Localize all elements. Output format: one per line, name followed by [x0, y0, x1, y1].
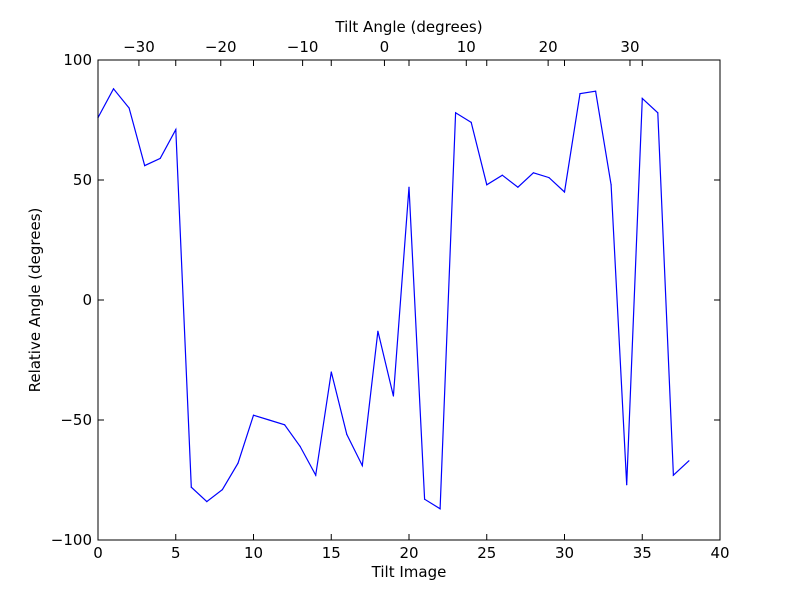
- data-point: [408, 186, 410, 188]
- data-point: [641, 97, 643, 99]
- data-point: [657, 112, 659, 114]
- plot-area: [97, 87, 690, 510]
- data-point: [501, 174, 503, 176]
- data-point: [423, 498, 426, 500]
- x-tick-label: 5: [171, 544, 181, 562]
- top-tick-label: 10: [457, 38, 476, 56]
- y-tick-label: −50: [60, 411, 92, 429]
- top-tick-label: 0: [380, 38, 390, 56]
- data-point: [268, 419, 270, 421]
- y-axis-label: Relative Angle (degrees): [26, 208, 44, 393]
- data-point: [361, 465, 363, 467]
- x-tick-label: 40: [710, 544, 729, 562]
- data-point: [688, 460, 690, 462]
- data-point: [237, 462, 239, 464]
- top-tick-label: −10: [287, 38, 319, 56]
- data-point: [346, 433, 348, 435]
- x-tick-label: 25: [477, 544, 496, 562]
- x-axis-label: Tilt Image: [371, 563, 447, 581]
- data-point: [175, 129, 177, 131]
- data-point: [221, 489, 223, 491]
- data-point: [595, 90, 597, 92]
- data-point: [377, 330, 379, 332]
- data-point: [128, 107, 130, 109]
- data-point: [455, 112, 457, 114]
- data-point: [315, 474, 317, 476]
- data-point: [626, 484, 628, 486]
- y-tick-label: 100: [63, 51, 92, 69]
- top-tick-label: 20: [539, 38, 558, 56]
- data-point: [470, 121, 472, 123]
- x-tick-label: 20: [399, 544, 418, 562]
- x-tick-label: 0: [93, 544, 103, 562]
- top-tick-label: −30: [123, 38, 155, 56]
- data-point: [672, 474, 674, 476]
- x-tick-label: 30: [555, 544, 574, 562]
- y-tick-label: 0: [82, 291, 92, 309]
- x-tick-label: 15: [322, 544, 341, 562]
- data-point: [159, 157, 161, 159]
- data-point: [112, 88, 115, 90]
- data-point: [190, 486, 192, 488]
- data-point: [486, 184, 488, 186]
- top-x-axis-label: Tilt Angle (degrees): [334, 18, 482, 36]
- data-point: [284, 424, 286, 426]
- data-point: [330, 371, 332, 373]
- data-point: [299, 445, 301, 447]
- x-tick-label: 35: [633, 544, 652, 562]
- x-tick-label: 10: [244, 544, 263, 562]
- data-point: [439, 508, 441, 510]
- data-point: [392, 395, 395, 397]
- data-point: [548, 177, 550, 179]
- data-point: [563, 191, 566, 193]
- data-point: [144, 165, 146, 167]
- data-point: [252, 414, 255, 416]
- top-tick-label: 30: [620, 38, 639, 56]
- y-tick-label: −100: [51, 531, 92, 549]
- data-point: [532, 172, 535, 174]
- data-point: [610, 184, 612, 186]
- y-tick-label: 50: [73, 171, 92, 189]
- data-point: [517, 186, 519, 188]
- top-tick-label: −20: [205, 38, 237, 56]
- data-point: [206, 501, 208, 503]
- data-point: [579, 93, 581, 95]
